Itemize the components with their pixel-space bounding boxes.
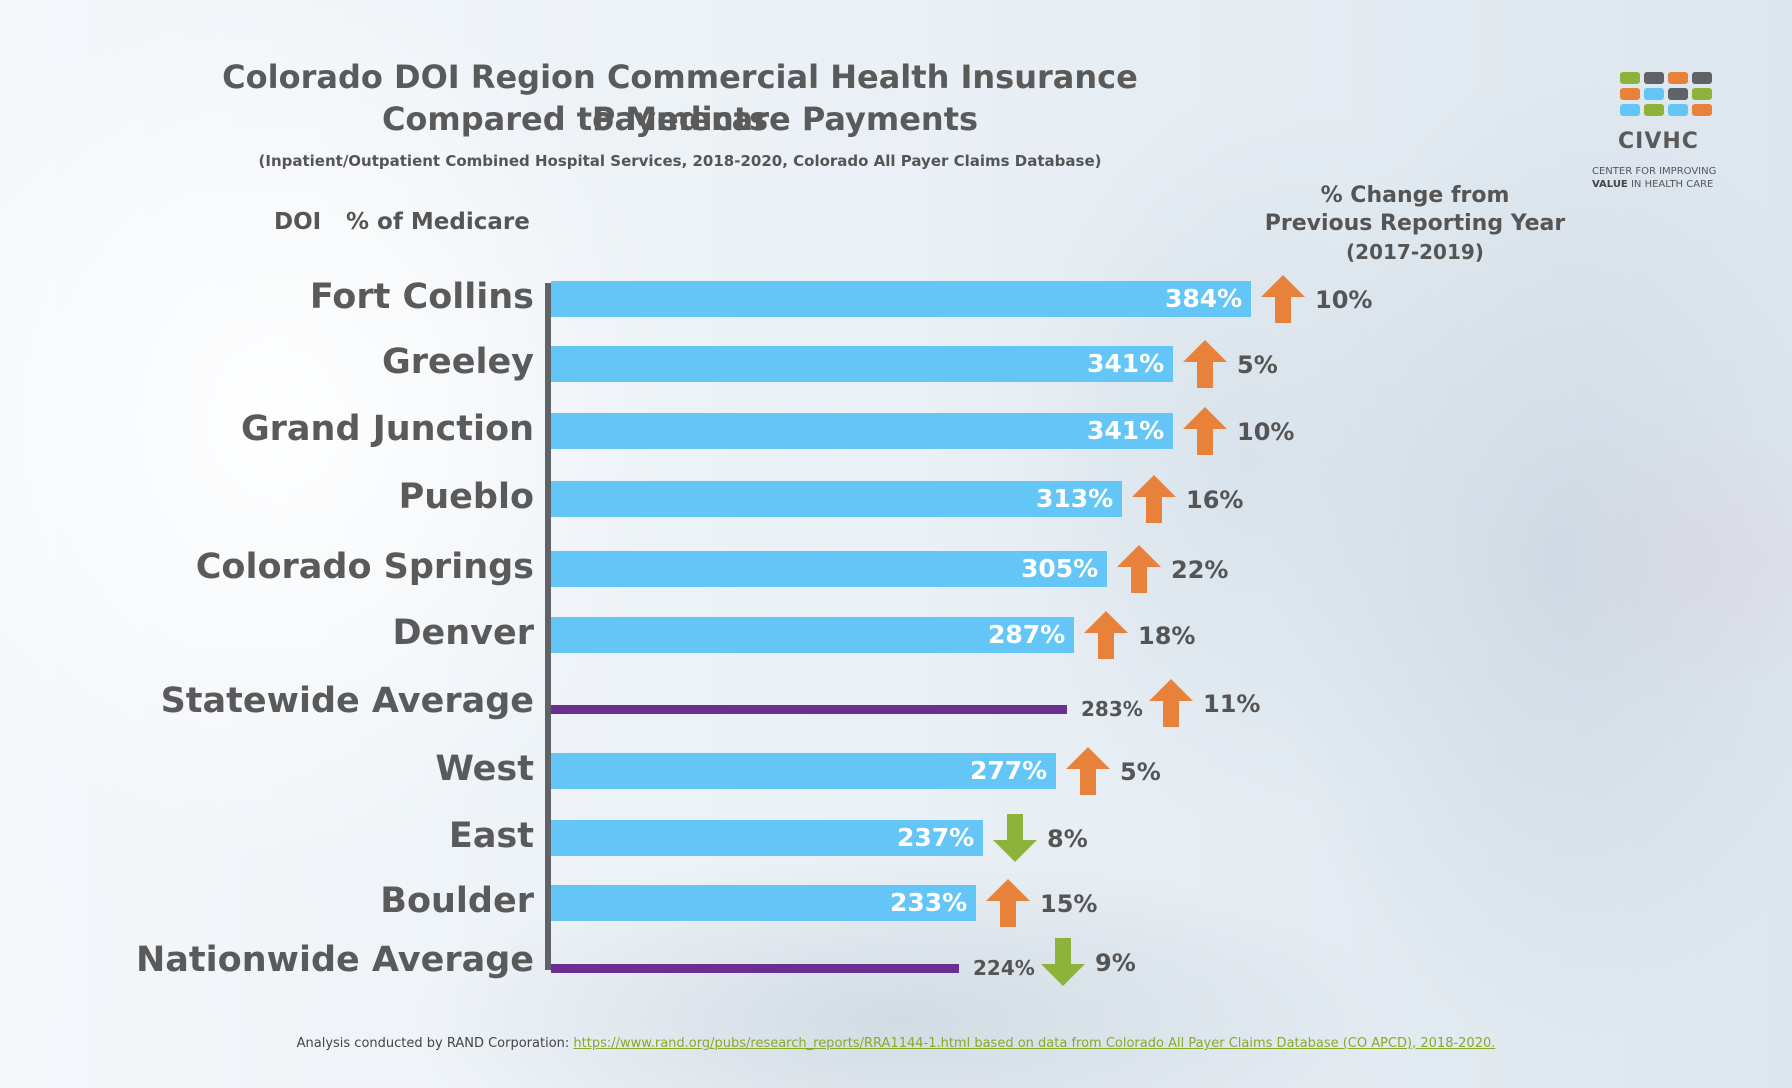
logo-tagline-line-1: CENTER FOR IMPROVING [1592,166,1717,177]
category-label: Statewide Average [160,681,534,721]
change-header-line-2: Previous Reporting Year [1264,211,1566,236]
logo-tagline-rest: IN HEALTH CARE [1627,179,1714,190]
average-bar [551,964,959,973]
change-value-label: 16% [1186,486,1244,514]
change-value-label: 8% [1047,825,1088,853]
bar [551,281,1251,317]
column-header-pct-medicare: % of Medicare [346,209,530,235]
logo-tagline: CENTER FOR IMPROVING VALUE IN HEALTH CAR… [1592,165,1740,191]
arrow-down-icon [1041,938,1085,986]
category-label: Nationwide Average [136,940,534,980]
logo-tagline-value: VALUE [1592,179,1628,190]
bar-value-label: 305% [1021,554,1099,583]
footer: Analysis conducted by RAND Corporation: … [0,1036,1792,1051]
bar [551,820,983,856]
arrow-up-icon [1261,275,1305,323]
average-value-label: 283% [1081,697,1143,721]
chart-title-line-1: Colorado DOI Region Commercial Health In… [222,58,1138,138]
arrow-up-icon [1117,545,1161,593]
bar-value-label: 233% [890,888,968,917]
change-value-label: 22% [1171,556,1229,584]
arrow-down-icon [993,814,1037,862]
change-value-label: 9% [1095,949,1136,977]
chart-title-line-2: Compared to Medicare Payments [381,100,979,138]
change-value-label: 5% [1120,758,1161,786]
arrow-up-icon [1084,611,1128,659]
bar [551,753,1056,789]
category-label: Pueblo [398,477,534,517]
arrow-up-icon [986,879,1030,927]
change-value-label: 18% [1138,622,1196,650]
bar-value-label: 341% [1087,349,1165,378]
bar-value-label: 287% [988,620,1066,649]
footer-link[interactable]: https://www.rand.org/pubs/research_repor… [573,1036,1496,1051]
change-header-line-1: % Change from [1320,183,1510,208]
change-value-label: 10% [1237,418,1295,446]
category-label: Fort Collins [309,277,534,317]
arrow-up-icon [1183,340,1227,388]
change-value-label: 11% [1203,690,1261,718]
category-label: Denver [392,613,534,653]
average-bar [551,705,1067,714]
category-label: Boulder [380,881,534,921]
change-header-line-3: (2017-2019) [1346,240,1484,264]
category-label: Colorado Springs [195,547,534,587]
column-header-doi: DOI [274,209,322,235]
arrow-up-icon [1149,679,1193,727]
bar [551,481,1122,517]
category-label: Grand Junction [240,409,534,449]
bar-value-label: 384% [1165,284,1243,313]
bar [551,617,1074,653]
civhc-logo-icon [1620,72,1712,116]
chart-axis-line [545,283,551,970]
bar [551,885,976,921]
footer-prefix: Analysis conducted by RAND Corporation: [296,1036,574,1051]
bar-value-label: 277% [970,756,1048,785]
change-value-label: 10% [1315,286,1373,314]
bar [551,413,1173,449]
category-label: West [435,749,534,789]
bar [551,346,1173,382]
change-value-label: 5% [1237,351,1278,379]
category-label: East [448,816,534,856]
arrow-up-icon [1066,747,1110,795]
bar-value-label: 313% [1036,484,1114,513]
arrow-up-icon [1132,475,1176,523]
category-label: Greeley [381,342,534,382]
logo-name: CIVHC [1618,129,1699,154]
change-value-label: 15% [1040,890,1098,918]
logo-tagline-line-2: VALUE IN HEALTH CARE [1592,178,1740,191]
bar-value-label: 341% [1087,416,1165,445]
chart-subtitle: (Inpatient/Outpatient Combined Hospital … [258,152,1102,170]
bar [551,551,1107,587]
arrow-up-icon [1183,407,1227,455]
average-value-label: 224% [973,956,1035,980]
bar-value-label: 237% [897,823,975,852]
